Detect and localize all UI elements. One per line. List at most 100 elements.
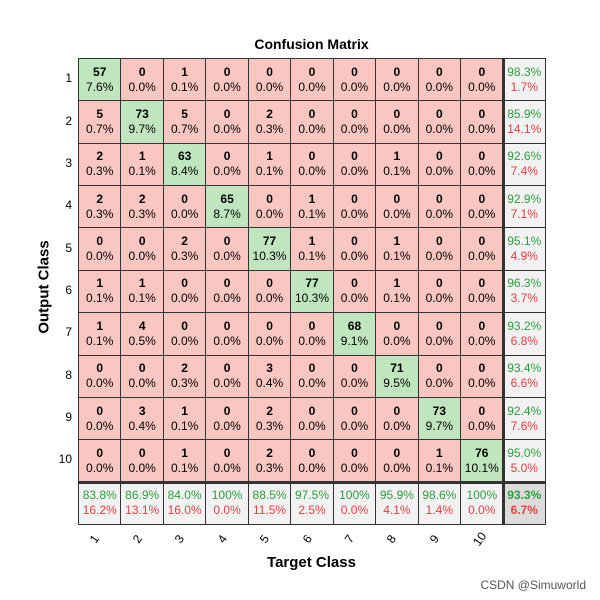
matrix-cell: 4 0.5% [120, 312, 164, 356]
row-summary-cell: 93.2% 6.8% [502, 312, 546, 356]
column-summary-cell: 97.5% 2.5% [290, 481, 334, 525]
cell-count: 1 [436, 445, 443, 460]
matrix-cell: 0 0.0% [162, 269, 207, 314]
cell-percent: 0.0% [425, 249, 454, 264]
matrix-cell: 0 0.0% [460, 185, 504, 229]
cell-count: 3 [266, 361, 273, 376]
cell-percent: 0.4% [255, 376, 284, 391]
y-tick-label: 9 [65, 410, 72, 425]
column-error-rate: 0.0% [468, 503, 496, 518]
y-tick-label: 3 [65, 155, 72, 170]
cell-count: 0 [436, 276, 443, 291]
matrix-cell: 0 0.0% [162, 312, 207, 356]
matrix-cell: 0 0.0% [78, 396, 122, 441]
cell-count: 0 [351, 234, 358, 249]
matrix-cell: 1 0.1% [290, 227, 334, 271]
matrix-cell: 0 0.0% [417, 227, 462, 271]
cell-count: 0 [138, 64, 146, 79]
cell-count: 0 [266, 64, 273, 79]
matrix-cell: 1 0.1% [247, 142, 292, 187]
cell-count: 0 [181, 276, 188, 291]
cell-count: 1 [266, 149, 273, 164]
matrix-cell: 0 0.0% [78, 354, 122, 398]
cell-count: 73 [135, 107, 149, 122]
cell-percent: 7.6% [86, 79, 114, 94]
watermark: CSDN @Simuworld [480, 578, 586, 592]
cell-percent: 0.0% [383, 122, 411, 137]
row-error-rate: 5.0% [510, 460, 538, 475]
row-summary-cell: 92.6% 7.4% [502, 142, 546, 187]
column-correct-rate: 98.6% [422, 488, 457, 503]
cell-count: 77 [305, 276, 319, 291]
column-summary-cell: 83.8% 16.2% [78, 481, 122, 525]
row-summary-cell: 92.4% 7.6% [502, 396, 546, 441]
cell-count: 0 [393, 191, 401, 206]
cell-count: 0 [393, 445, 401, 460]
y-tick-label: 5 [65, 240, 72, 255]
matrix-cell: 0 0.0% [290, 354, 334, 398]
cell-percent: 0.7% [86, 122, 114, 137]
cell-percent: 0.0% [213, 79, 241, 94]
matrix-cell: 0 0.0% [460, 142, 504, 187]
matrix-cell: 0 0.0% [290, 58, 334, 102]
matrix-cell: 1 0.1% [120, 142, 164, 187]
matrix-cell: 2 0.3% [162, 227, 207, 271]
matrix-cell: 0 0.0% [417, 142, 462, 187]
matrix-cell: 0 0.0% [460, 312, 504, 356]
cell-percent: 0.0% [468, 249, 496, 264]
cell-percent: 0.0% [468, 291, 496, 306]
matrix-cell: 0 0.0% [205, 100, 249, 144]
cell-count: 63 [177, 149, 192, 164]
row-error-rate: 6.8% [510, 333, 538, 348]
matrix-cell: 0 0.0% [205, 142, 249, 187]
cell-count: 0 [436, 191, 443, 206]
cell-count: 5 [181, 107, 188, 122]
cell-count: 0 [96, 234, 104, 249]
matrix-cell: 0 0.0% [247, 58, 292, 102]
matrix-cell: 1 0.1% [290, 185, 334, 229]
column-summary-cell: 100% 0.0% [460, 481, 504, 525]
matrix-cell: 1 0.1% [162, 396, 207, 441]
x-tick-label: 5 [256, 532, 273, 546]
matrix-cell: 0 0.0% [375, 396, 419, 441]
x-tick-label: 4 [214, 532, 230, 546]
cell-percent: 0.0% [468, 418, 496, 433]
cell-percent: 0.0% [170, 291, 199, 306]
cell-count: 2 [266, 445, 273, 460]
column-summary-cell: 100% 0.0% [205, 481, 249, 525]
cell-percent: 0.0% [383, 79, 411, 94]
cell-count: 0 [96, 445, 104, 460]
cell-percent: 0.1% [255, 164, 284, 179]
cell-count: 0 [478, 149, 486, 164]
cell-count: 0 [478, 276, 486, 291]
cell-percent: 0.3% [128, 206, 156, 221]
cell-percent: 10.3% [294, 291, 329, 306]
cell-count: 0 [351, 191, 358, 206]
cell-percent: 0.0% [383, 206, 411, 221]
column-correct-rate: 97.5% [294, 488, 329, 503]
overall-correct-rate: 93.3% [507, 488, 542, 503]
cell-percent: 10.3% [252, 249, 287, 264]
row-error-rate: 7.4% [510, 164, 538, 179]
cell-count: 0 [478, 234, 486, 249]
cell-percent: 0.0% [86, 376, 114, 391]
cell-percent: 0.0% [468, 164, 496, 179]
y-tick-label: 2 [65, 113, 72, 128]
cell-percent: 0.0% [255, 291, 284, 306]
matrix-cell: 0 0.0% [78, 439, 122, 483]
cell-count: 0 [266, 191, 273, 206]
row-summary-cell: 85.9% 14.1% [502, 100, 546, 144]
cell-percent: 0.1% [170, 418, 199, 433]
x-tick-label: 10 [470, 529, 490, 549]
cell-percent: 0.0% [340, 122, 369, 137]
cell-percent: 0.0% [128, 79, 156, 94]
column-summary-cell: 100% 0.0% [332, 481, 377, 525]
cell-percent: 0.0% [128, 376, 156, 391]
matrix-cell: 0 0.0% [247, 269, 292, 314]
matrix-cell: 76 10.1% [460, 439, 504, 483]
cell-percent: 0.0% [298, 376, 326, 391]
cell-percent: 0.1% [383, 164, 411, 179]
matrix-cell: 0 0.0% [120, 58, 164, 102]
cell-count: 0 [223, 234, 231, 249]
cell-percent: 0.0% [86, 249, 114, 264]
